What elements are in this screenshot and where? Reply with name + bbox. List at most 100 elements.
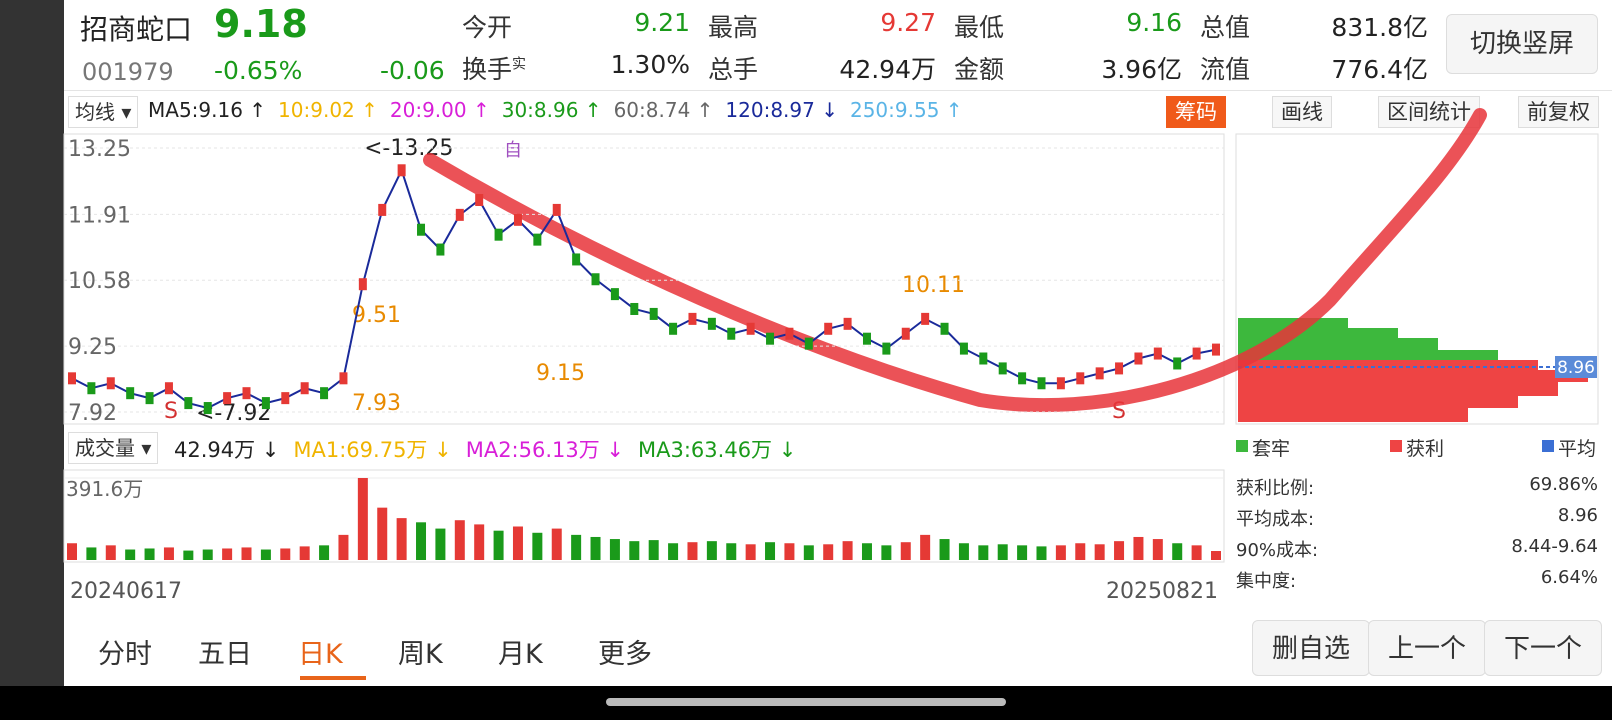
toolbar-button[interactable]: 筹码 (1166, 96, 1226, 128)
candle (397, 164, 406, 177)
chip-stat-label: 获利比例: (1236, 478, 1315, 499)
candle (630, 302, 639, 315)
candle (300, 382, 309, 395)
volume-selector-label: 成交量 (75, 436, 135, 460)
candle (727, 327, 736, 340)
tab[interactable]: 月K (498, 639, 543, 670)
volume-bar (299, 546, 310, 560)
stat-value: 9.16 (1126, 8, 1182, 37)
stock-code: 001979 (82, 58, 174, 86)
side-bar (0, 0, 64, 720)
volume-bar (493, 530, 504, 560)
price-line (71, 167, 1217, 410)
volume-bar (1075, 543, 1086, 560)
volume-item: MA2:56.13万 ↓ (465, 438, 625, 462)
chip-stat-value: 8.96 (1557, 505, 1598, 526)
switch-button[interactable]: 切换竖屏 (1446, 14, 1598, 74)
candle (126, 387, 135, 400)
candle (68, 372, 76, 385)
chip-bar (1238, 350, 1498, 360)
avg-label: 8.96 (1557, 358, 1595, 378)
volume-item: MA3:63.46万 ↓ (638, 438, 797, 462)
tab[interactable]: 周K (398, 639, 443, 670)
chip-stat-value: 69.86% (1529, 474, 1598, 495)
tab[interactable]: 五日 (198, 639, 252, 670)
candle (804, 337, 813, 350)
volume-bar (939, 539, 950, 560)
volume-bar (377, 507, 388, 560)
volume-bar (435, 528, 446, 560)
candle (339, 372, 348, 385)
legend-swatch (1390, 440, 1402, 452)
volume-bar (997, 544, 1008, 560)
end-date: 20250821 (1106, 579, 1218, 604)
ma-selector[interactable]: 均线 ▾ (68, 96, 139, 128)
action-button[interactable]: 上一个 (1368, 620, 1486, 676)
volume-bar (260, 549, 271, 560)
volume-bar (745, 544, 756, 560)
tab[interactable]: 更多 (598, 639, 652, 670)
toolbar-button[interactable]: 前复权 (1518, 96, 1599, 128)
volume-bar (280, 548, 291, 560)
stat-value: 9.27 (880, 8, 936, 37)
legend-swatch (1542, 440, 1554, 452)
candle (862, 332, 871, 345)
volume-selector[interactable]: 成交量 ▾ (68, 432, 159, 464)
volume-bar (920, 534, 931, 560)
candle (1076, 372, 1085, 385)
chip-bar (1238, 396, 1518, 408)
candle (358, 278, 367, 291)
tab[interactable]: 分时 (98, 639, 152, 670)
candle (223, 392, 232, 405)
candle (940, 322, 949, 335)
legend-label: 套牢 (1252, 438, 1291, 460)
volume-bar (765, 542, 776, 560)
candle (824, 322, 833, 335)
y-tick-label: 11.91 (68, 203, 131, 228)
chip-stat-label: 平均成本: (1236, 509, 1315, 530)
y-tick-label: 10.58 (68, 269, 131, 294)
volume-bar (1055, 545, 1066, 560)
ma-item: 60:8.74 ↑ (613, 98, 714, 122)
avg-badge (1555, 356, 1597, 378)
volume-bar (881, 545, 892, 560)
candle (572, 253, 581, 266)
volume-item: 42.94万 ↓ (174, 438, 280, 462)
volume-bar (668, 543, 679, 560)
stat-value: 776.4亿 (1331, 55, 1428, 84)
annotation: 9.51 (352, 303, 401, 328)
candle (106, 377, 115, 390)
ma-item: 20:9.00 ↑ (389, 98, 490, 122)
change-pct: -0.65% (214, 56, 303, 85)
candle (533, 233, 542, 246)
candle (1134, 352, 1143, 365)
toolbar-button[interactable]: 画线 (1272, 96, 1332, 128)
annotation: 9.15 (536, 361, 585, 386)
volume-bar (1172, 543, 1183, 560)
volume-bar (1036, 546, 1047, 560)
candle (1018, 372, 1027, 385)
chip-bar (1238, 408, 1468, 422)
candle (1212, 343, 1220, 356)
y-tick-label: 9.25 (68, 335, 117, 360)
stock-name: 招商蛇口 (80, 13, 193, 46)
action-button[interactable]: 下一个 (1484, 620, 1602, 676)
candle (1173, 357, 1182, 370)
volume-bar (842, 541, 853, 560)
stat-label: 最高 (708, 13, 759, 42)
volume-bar (609, 539, 620, 560)
action-button[interactable]: 删自选 (1252, 620, 1370, 676)
tab[interactable]: 日K (298, 639, 343, 670)
chip-bar (1238, 328, 1398, 338)
volume-bar (1017, 545, 1028, 560)
candle (843, 317, 852, 330)
volume-bar (648, 540, 659, 560)
stat-value: 1.30% (610, 50, 690, 79)
candle (746, 322, 755, 335)
candle (281, 392, 290, 405)
volume-bar (571, 534, 582, 560)
chip-bars: 8.96 (1238, 318, 1597, 422)
volume-bar (551, 528, 562, 560)
ma-item: 30:8.96 ↑ (501, 98, 602, 122)
candle (242, 387, 251, 400)
